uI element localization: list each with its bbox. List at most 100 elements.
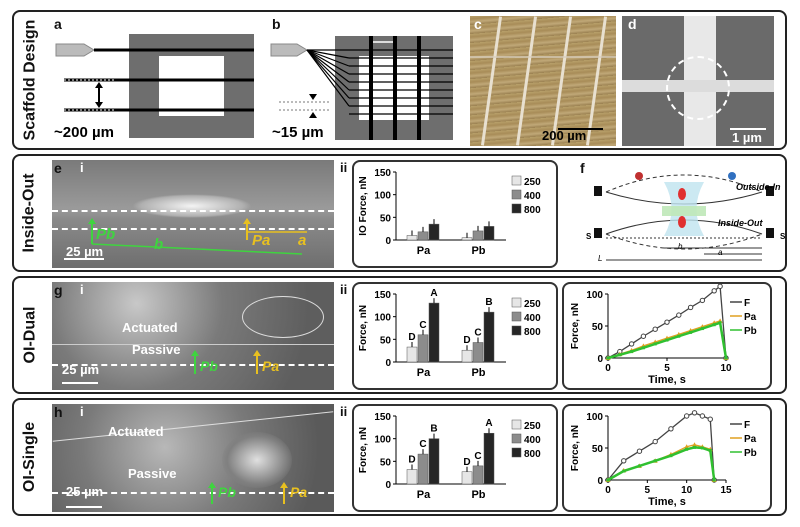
sub-label-ii: ii	[340, 404, 348, 419]
scaffold-schematic-a	[55, 34, 254, 138]
data-point	[606, 478, 610, 482]
legend-label: 400	[524, 313, 541, 324]
row-label: Scaffold Design	[14, 12, 46, 148]
x-tick-label: 0	[605, 485, 611, 496]
bar	[428, 438, 440, 485]
data-point	[653, 342, 657, 346]
legend-label: 400	[524, 435, 541, 446]
data-point	[652, 438, 658, 445]
label-Pb-e: Pb	[96, 226, 116, 243]
chart-single-time: 0 50 100 0 5 10 15 Force, nN Time, s F Pa Pb	[570, 410, 757, 508]
legend-label: 800	[524, 327, 541, 338]
y-tick-label: 50	[592, 444, 604, 455]
label-Pa-g: Pa	[262, 358, 280, 374]
y-tick-label: 0	[597, 354, 603, 365]
legend-label: Pb	[744, 326, 757, 337]
chart-box-single-time: 0 50 100 0 5 10 15 Force, nN Time, s F Pa Pb	[562, 404, 772, 512]
bar	[483, 311, 495, 363]
label-b-e: b	[154, 236, 164, 253]
data-point	[668, 426, 674, 432]
legend-label: 250	[524, 421, 541, 432]
category-label: Pb	[471, 245, 485, 257]
bar	[461, 237, 473, 241]
data-point	[630, 350, 634, 354]
y-tick-label: 50	[380, 335, 392, 346]
data-point	[621, 458, 627, 464]
label-a-e: a	[298, 232, 307, 249]
label-L-f: L	[598, 254, 603, 263]
data-point	[707, 416, 713, 422]
category-label: Pb	[471, 367, 485, 379]
row-title: Inside-Out	[21, 173, 39, 253]
data-point	[711, 288, 717, 294]
significance-letter: A	[485, 418, 492, 429]
data-point	[700, 327, 704, 331]
data-point	[664, 319, 670, 325]
micrograph-c	[470, 16, 616, 146]
data-point	[699, 413, 706, 419]
label-Pb-g: Pb	[200, 358, 218, 374]
legend-label: F	[744, 298, 750, 309]
label-outside-in: Outside-In	[736, 182, 781, 192]
category-label: Pa	[417, 489, 431, 501]
legend-label: Pa	[744, 434, 757, 445]
data-point	[691, 410, 698, 416]
data-point	[652, 326, 658, 332]
y-tick-label: 100	[374, 191, 391, 202]
y-axis-label: IO Force, nN	[358, 176, 369, 235]
sub-label-ii: ii	[340, 282, 348, 297]
bar	[483, 432, 495, 485]
category-label: Pb	[471, 489, 485, 501]
label-actuated-h: Actuated	[108, 424, 164, 439]
significance-letter: B	[485, 297, 492, 308]
panel-label-e: e	[54, 160, 62, 176]
significance-letter: D	[408, 454, 415, 465]
data-point	[689, 330, 693, 334]
data-point	[618, 353, 622, 357]
row-inside-out: Inside-Out e i Pb b Pa a 25 µm ii 0 50 100…	[12, 154, 787, 272]
data-point	[628, 341, 635, 347]
x-tick-label: 10	[720, 363, 732, 374]
label-Pb-h: Pb	[218, 484, 236, 500]
legend-swatch	[511, 419, 522, 430]
row-oi-single: OI-Single h i Actuated Passive 25 µm Pb …	[12, 398, 787, 516]
data-point	[684, 444, 690, 449]
panel-label-c: c	[474, 16, 482, 32]
legend-swatch	[511, 325, 522, 336]
y-tick-label: 50	[380, 213, 392, 224]
bar	[472, 230, 484, 241]
x-tick-label: 5	[645, 485, 651, 496]
data-point	[636, 448, 643, 454]
bar	[472, 465, 484, 485]
bar	[472, 342, 484, 363]
data-point	[665, 338, 669, 342]
legend-swatch	[511, 311, 522, 322]
label-a-f: a	[718, 248, 723, 257]
bar	[461, 471, 473, 485]
micrograph-e	[52, 160, 334, 268]
bar	[406, 469, 418, 485]
label-inside-out: Inside-Out	[718, 218, 763, 228]
data-point	[708, 449, 712, 453]
sub-label-ii: ii	[340, 160, 348, 175]
row-title: Scaffold Design	[21, 19, 38, 141]
significance-letter: B	[430, 424, 437, 435]
x-tick-label: 15	[720, 485, 732, 496]
series-line	[607, 412, 715, 481]
data-point	[637, 464, 641, 468]
label-Pa-e: Pa	[252, 232, 271, 249]
scale-label-d: 1 µm	[732, 130, 762, 145]
row-label: OI-Single	[14, 400, 46, 514]
x-axis-label: Time, s	[648, 496, 686, 508]
scale-label-g: 25 µm	[62, 362, 100, 377]
label-actuated-g: Actuated	[122, 320, 178, 335]
y-tick-label: 150	[374, 412, 391, 423]
sub-label-i: i	[80, 160, 84, 175]
significance-letter: D	[463, 335, 470, 346]
bar	[417, 231, 429, 241]
significance-letter: C	[474, 328, 481, 339]
data-point	[712, 478, 716, 482]
y-tick-label: 150	[374, 290, 391, 301]
bar	[406, 346, 418, 363]
